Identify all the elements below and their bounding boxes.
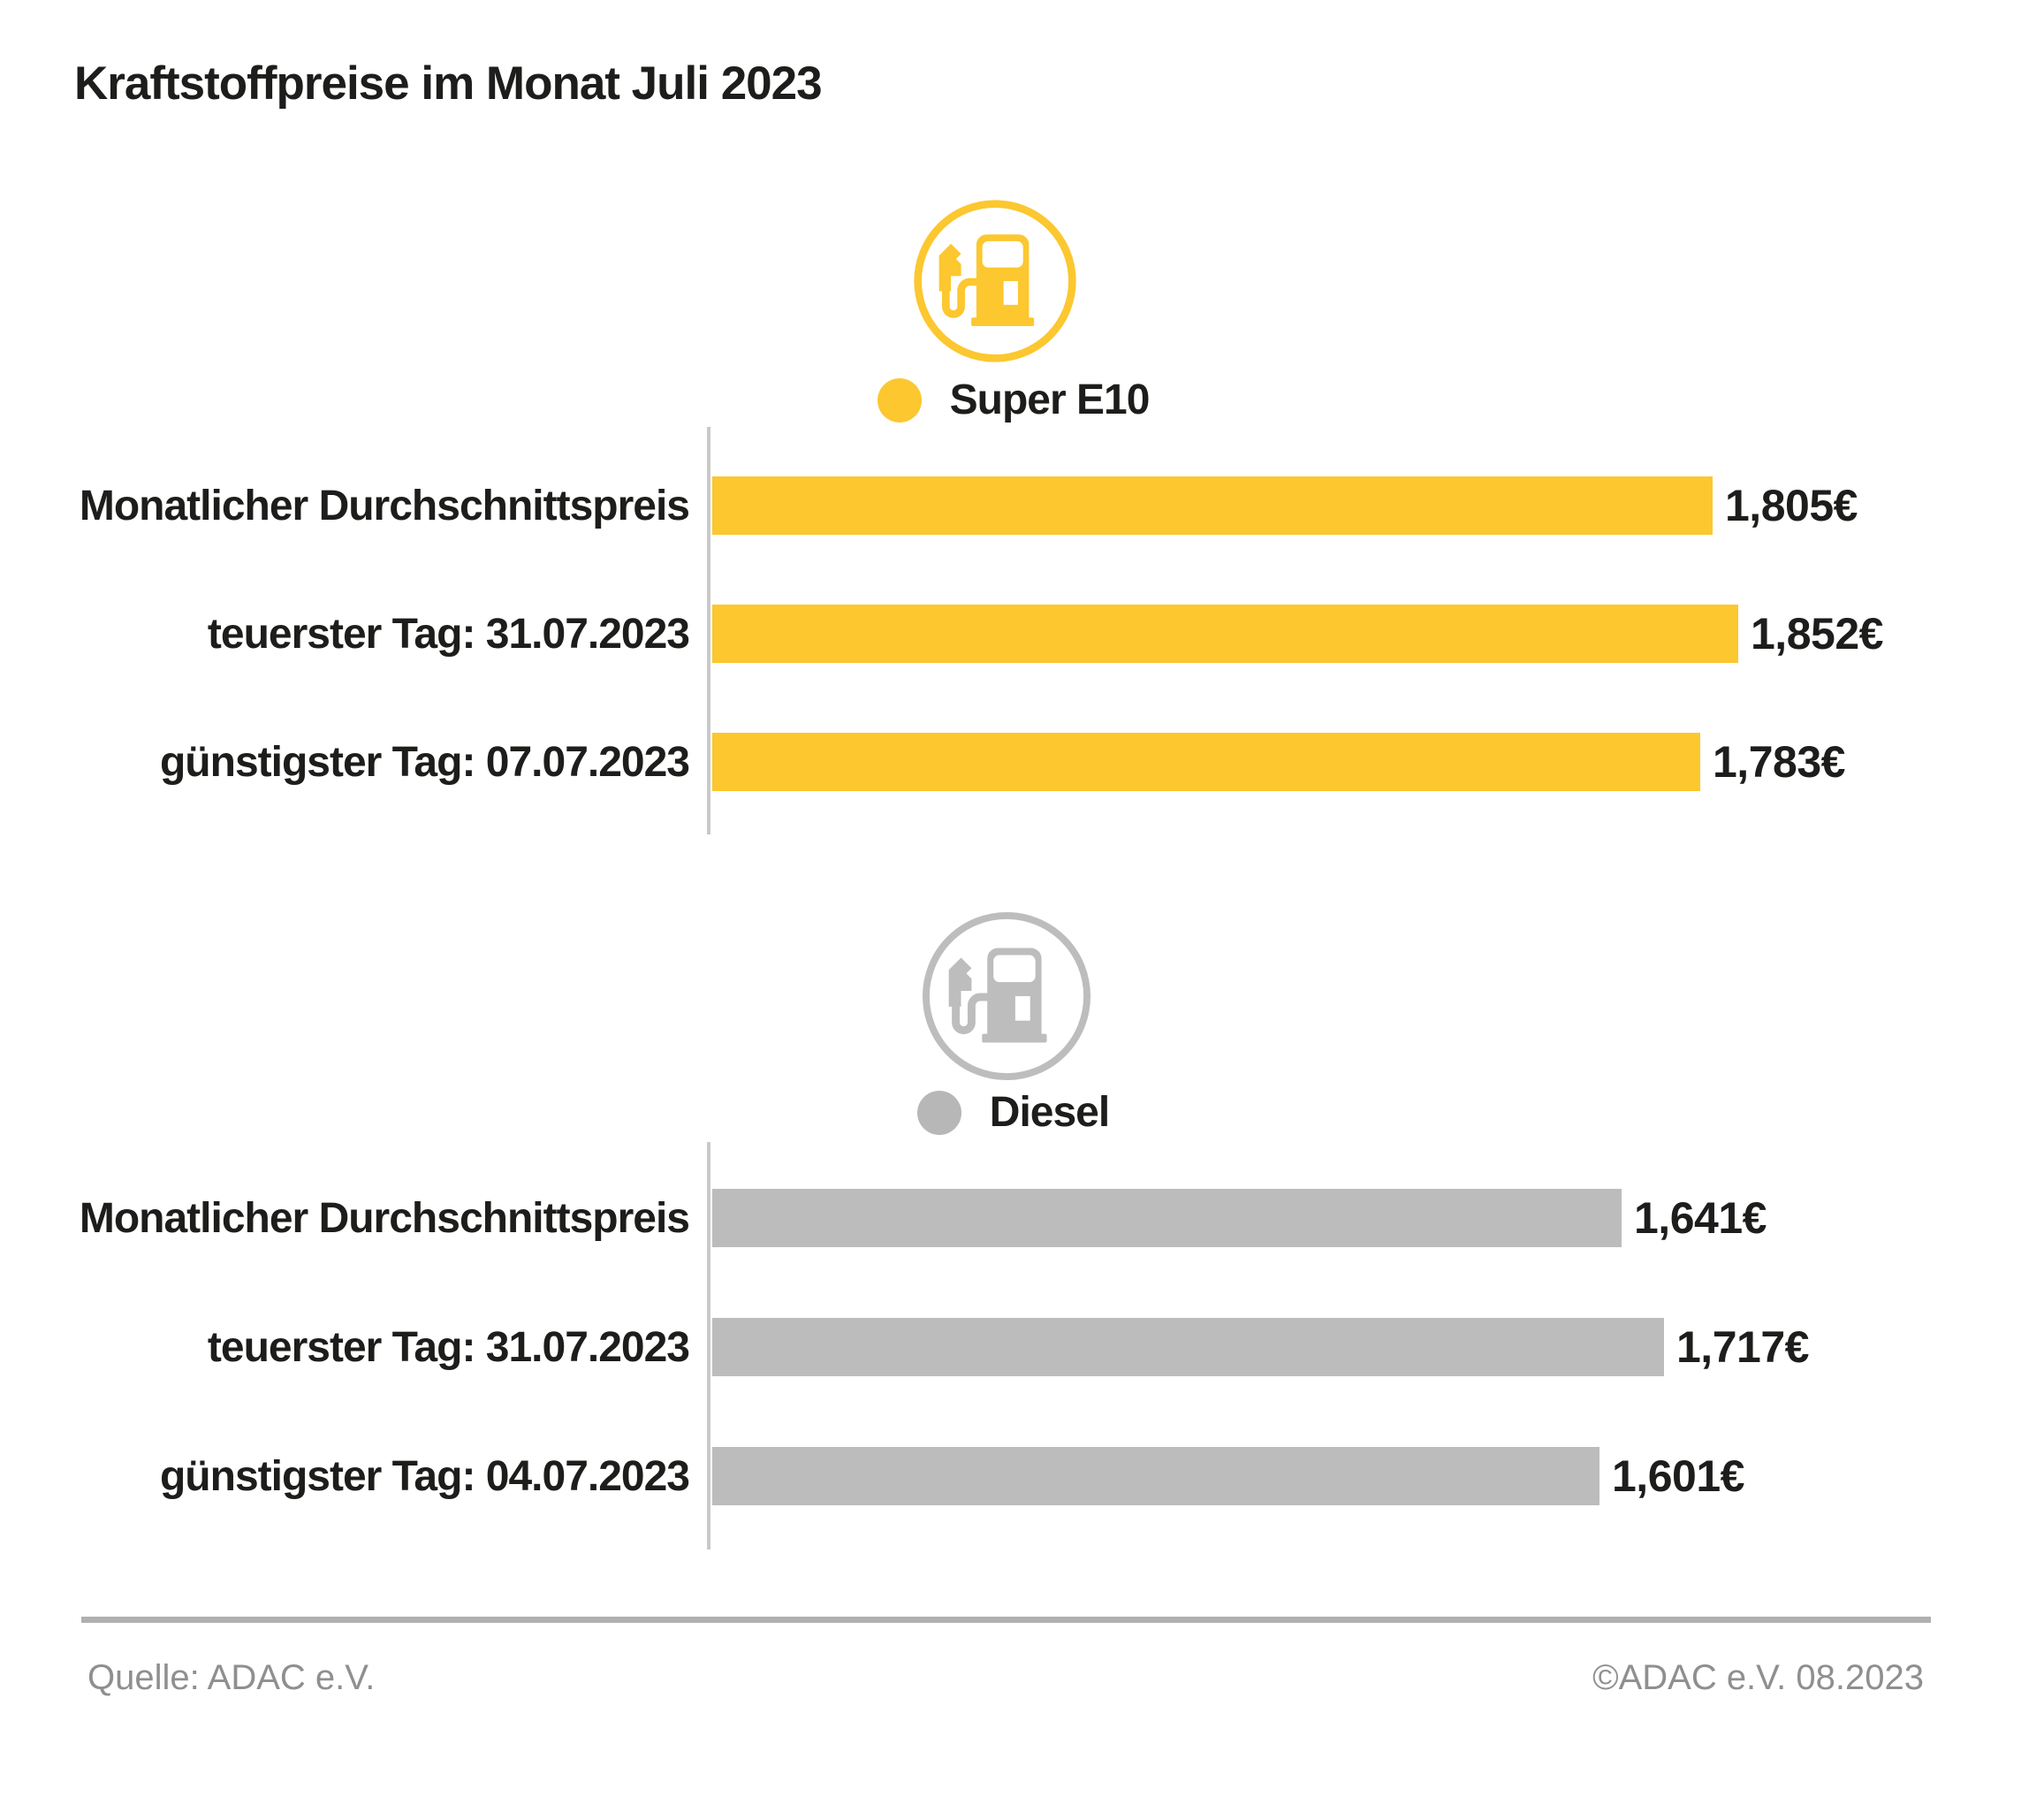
- value-label: 1,641€: [1634, 1193, 1767, 1243]
- bar-row: teuerster Tag: 31.07.2023 1,852€: [0, 605, 2044, 663]
- bar-row: günstigster Tag: 04.07.2023 1,601€: [0, 1447, 2044, 1505]
- bar-row: günstigster Tag: 07.07.2023 1,783€: [0, 733, 2044, 791]
- page-title: Kraftstoffpreise im Monat Juli 2023: [74, 57, 823, 110]
- bar-row: teuerster Tag: 31.07.2023 1,717€: [0, 1318, 2044, 1376]
- bar-super-min: [712, 733, 1700, 791]
- footer-divider: [81, 1617, 1931, 1623]
- legend-dot-icon: [877, 378, 922, 423]
- legend-super-e10: Super E10: [0, 378, 2026, 423]
- value-label: 1,717€: [1676, 1322, 1809, 1372]
- value-label: 1,601€: [1612, 1451, 1744, 1501]
- fuel-pump-icon: [914, 200, 1076, 362]
- source-note: Quelle: ADAC e.V.: [87, 1658, 376, 1697]
- category-label: Monatlicher Durchschnittspreis: [79, 1194, 690, 1242]
- bar-super-max: [712, 605, 1738, 663]
- legend-label: Super E10: [949, 377, 1151, 423]
- category-label: Monatlicher Durchschnittspreis: [79, 482, 690, 529]
- bar-super-avg: [712, 476, 1713, 535]
- legend-label: Diesel: [989, 1089, 1110, 1136]
- axis-line: [707, 1142, 710, 1549]
- value-label: 1,852€: [1751, 609, 1883, 659]
- axis-line: [707, 427, 710, 834]
- bar-row: Monatlicher Durchschnittspreis 1,641€: [0, 1189, 2044, 1247]
- bar-diesel-max: [712, 1318, 1664, 1376]
- copyright-note: ©ADAC e.V. 08.2023: [1592, 1658, 1924, 1697]
- category-label: teuerster Tag: 31.07.2023: [207, 1323, 690, 1371]
- category-label: günstigster Tag: 04.07.2023: [159, 1452, 690, 1500]
- legend-diesel: Diesel: [0, 1091, 2026, 1135]
- bar-row: Monatlicher Durchschnittspreis 1,805€: [0, 476, 2044, 535]
- bar-diesel-avg: [712, 1189, 1622, 1247]
- legend-dot-icon: [916, 1091, 961, 1135]
- value-label: 1,805€: [1725, 481, 1858, 530]
- category-label: teuerster Tag: 31.07.2023: [207, 610, 690, 658]
- category-label: günstigster Tag: 07.07.2023: [159, 738, 690, 786]
- value-label: 1,783€: [1713, 737, 1845, 787]
- bar-diesel-min: [712, 1447, 1599, 1505]
- fuel-pump-icon: [922, 911, 1091, 1081]
